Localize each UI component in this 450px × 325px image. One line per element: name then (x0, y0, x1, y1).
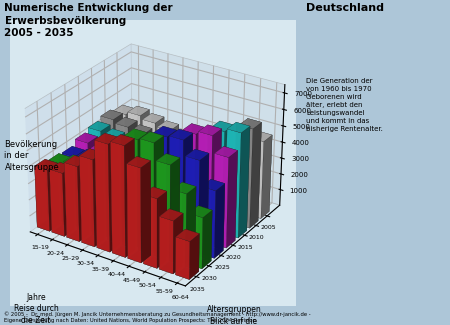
Text: Bevölkerung
in der
Altersgruppe: Bevölkerung in der Altersgruppe (4, 140, 59, 172)
Text: Die Generation der
von 1960 bis 1970
Geborenen wird
älter, erlebt den
Leistungsw: Die Generation der von 1960 bis 1970 Geb… (306, 78, 383, 132)
Text: Altersgruppen
Blick auf die
Generationen: Altersgruppen Blick auf die Generationen (207, 306, 261, 325)
Text: Deutschland: Deutschland (306, 3, 384, 13)
Text: Jahre
Reise durch
die Zeit: Jahre Reise durch die Zeit (14, 292, 58, 325)
Text: © 2005 -  Dr. med. Jürgen M. Jancik Unternehmensberatung zu Gesundheitsmanagemen: © 2005 - Dr. med. Jürgen M. Jancik Unter… (4, 312, 311, 323)
Text: Numerische Entwicklung der
Erwerbsbevölkerung
2005 - 2035: Numerische Entwicklung der Erwerbsbevölk… (4, 3, 173, 38)
